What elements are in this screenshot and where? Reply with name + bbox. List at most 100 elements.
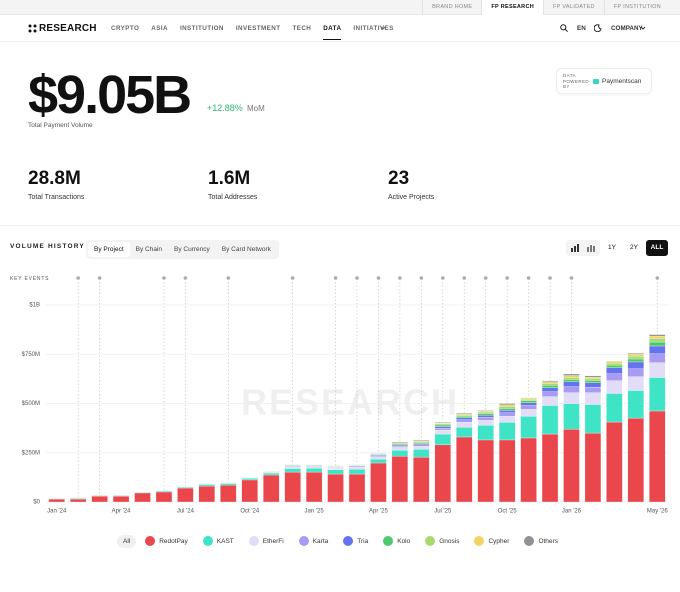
tab[interactable]: By Chain: [135, 246, 162, 253]
lang[interactable]: EN: [577, 25, 586, 32]
search-icon[interactable]: [560, 24, 568, 32]
top-link[interactable]: FP RESEARCH: [481, 0, 543, 15]
legend-swatch: [145, 536, 156, 546]
event-dot: [333, 276, 338, 280]
logo-mark: [28, 24, 37, 33]
bar-segment: [541, 383, 559, 386]
event-dot: [290, 276, 295, 280]
range[interactable]: 2Y: [630, 244, 638, 251]
menu-item[interactable]: DATA: [323, 25, 342, 40]
hero-value: $9.05B: [28, 65, 192, 125]
bar-segment: [520, 400, 537, 403]
powered-label: DATA POWERED BY: [563, 73, 590, 89]
tab[interactable]: By Project: [88, 242, 130, 257]
legend-item[interactable]: Gnosis: [422, 533, 465, 549]
bar-segment: [477, 425, 494, 441]
legend-item[interactable]: EtherFi: [246, 533, 290, 549]
provider-icon: [593, 79, 599, 84]
chart-mode[interactable]: [566, 240, 600, 256]
menu-item[interactable]: TECH: [292, 25, 312, 32]
bar-segment: [498, 410, 516, 413]
menu-item[interactable]: CRYPTO: [111, 25, 140, 32]
bar-segment: [606, 393, 623, 423]
bar-segment: [477, 417, 494, 421]
x-tick-label: Jul '25: [434, 509, 452, 515]
bar-segment: [584, 377, 602, 380]
bar-segment: [606, 360, 623, 364]
range[interactable]: ALL: [646, 240, 668, 256]
theme-icon[interactable]: [594, 24, 602, 32]
tabs: By Project By Chain By Currency By Card …: [86, 240, 279, 259]
key-events-label: KEY EVENTS: [10, 276, 50, 282]
stack-icon[interactable]: [587, 244, 595, 252]
bar-segment: [370, 456, 387, 460]
bar-segment: [584, 392, 602, 405]
bar-segment: [541, 387, 559, 392]
bar-segment: [434, 429, 451, 435]
bar-segment: [584, 432, 602, 503]
menu-item[interactable]: INSTITUTION: [179, 25, 224, 32]
bar-segment: [456, 419, 473, 423]
x-tick-label: Jan '25: [305, 509, 325, 515]
bar-segment: [649, 353, 666, 363]
legend-item[interactable]: Tria: [340, 533, 374, 549]
bar-segment: [456, 414, 473, 417]
legend-item[interactable]: Others: [521, 533, 564, 549]
legend-item[interactable]: RedotPay: [142, 533, 194, 549]
legend-item[interactable]: Cypher: [471, 533, 515, 549]
logo[interactable]: RESEARCH: [39, 23, 97, 34]
legend-label: Gnosis: [439, 537, 460, 545]
tab[interactable]: By Card Network: [221, 246, 271, 253]
bar-segment: [627, 354, 644, 357]
bar-segment: [434, 422, 451, 424]
tab[interactable]: By Currency: [174, 246, 210, 253]
range[interactable]: 1Y: [608, 244, 616, 251]
legend: All RedotPay KAST EtherFi Karta Tria Kolo Gnos…: [117, 533, 564, 549]
event-dot: [655, 276, 660, 280]
bar-segment: [649, 338, 666, 343]
company[interactable]: COMPANY: [611, 25, 643, 32]
chevron: [640, 26, 646, 30]
bar-segment: [541, 396, 559, 406]
bar-segment: [413, 456, 430, 503]
bar-segment: [456, 426, 473, 438]
bar-segment: [220, 483, 237, 486]
event-dot: [419, 276, 424, 280]
bar-segment: [498, 408, 516, 411]
bar-segment: [456, 436, 473, 503]
legend-item[interactable]: KAST: [200, 533, 240, 549]
legend-item[interactable]: Karta: [296, 533, 335, 549]
legend-label: Tria: [357, 537, 369, 545]
bar-icon[interactable]: [571, 244, 579, 252]
bar-segment: [541, 433, 559, 503]
top-link[interactable]: FP VALIDATED: [543, 0, 604, 15]
powered-box[interactable]: DATA POWERED BY Paymentscan: [556, 68, 652, 94]
bar-segment: [649, 335, 666, 339]
bar-segment: [48, 498, 65, 503]
stat-label: Total Addresses: [208, 194, 258, 201]
bar-segment: [627, 361, 644, 369]
bar-segment: [563, 392, 580, 404]
y-tick-label: $0: [33, 500, 40, 506]
bar-segment: [391, 441, 409, 443]
bar-segment: [456, 422, 473, 428]
event-dot: [76, 276, 80, 280]
bar-segment: [627, 417, 644, 503]
top-link[interactable]: BRAND HOME: [422, 0, 481, 15]
menu-item[interactable]: INITIATIVES: [353, 25, 394, 32]
top-link[interactable]: FP INSTITUTION: [603, 0, 670, 15]
bar-segment: [584, 380, 602, 383]
bar-segment: [606, 373, 623, 381]
legend-item[interactable]: Kolo: [380, 533, 416, 549]
bar-segment: [584, 386, 602, 393]
bar-segment: [413, 446, 430, 450]
bar-segment: [563, 428, 580, 503]
bar-segment: [198, 484, 216, 487]
bar-segment: [498, 404, 516, 407]
bar-segment: [498, 403, 516, 406]
bar-segment: [456, 417, 473, 421]
menu-item[interactable]: INVESTMENT: [235, 25, 281, 32]
menu-item[interactable]: ASIA: [151, 25, 168, 32]
bar-segment: [70, 498, 87, 503]
legend-all[interactable]: All: [117, 534, 137, 548]
